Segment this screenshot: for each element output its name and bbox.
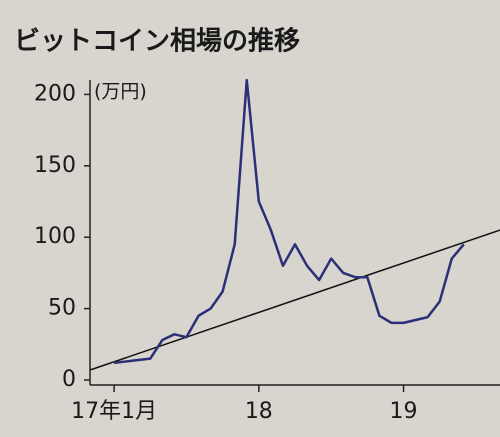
y-unit: (万円): [94, 81, 147, 103]
y-tick-label: 200: [34, 81, 76, 106]
y-tick-label: 150: [34, 153, 76, 178]
y-tick-label: 100: [34, 224, 76, 249]
x-tick-label: 18: [245, 399, 273, 424]
x-tick-label: 17年1月: [71, 399, 157, 424]
y-tick-label: 50: [48, 296, 76, 321]
chart-title: ビットコイン相場の推移: [14, 27, 300, 57]
y-tick-label: 0: [62, 367, 76, 392]
price-line: [113, 78, 465, 365]
x-tick-label: 19: [390, 399, 418, 424]
